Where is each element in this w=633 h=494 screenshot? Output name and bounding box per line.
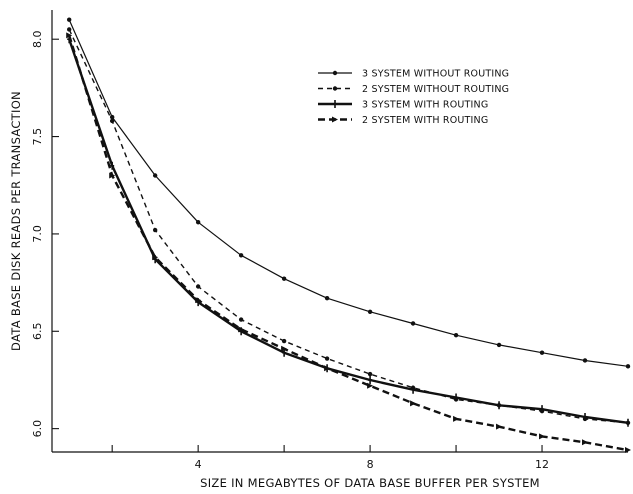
legend-marker <box>332 86 338 91</box>
legend-label: 3 SYSTEM WITH ROUTING <box>362 100 488 111</box>
data-point <box>324 295 330 301</box>
data-point <box>453 415 460 422</box>
data-point <box>539 433 546 440</box>
data-point <box>195 220 201 225</box>
data-point <box>152 173 158 178</box>
data-point <box>238 326 245 333</box>
data-point <box>281 345 288 352</box>
data-point <box>367 382 374 389</box>
y-tick-label: 6.5 <box>31 323 44 341</box>
series-layer <box>66 17 631 454</box>
series-4 <box>66 32 631 454</box>
legend-item: 2 SYSTEM WITHOUT ROUTING <box>318 84 509 95</box>
data-point <box>195 297 202 304</box>
data-point <box>152 227 158 233</box>
data-point <box>66 17 72 22</box>
data-point <box>152 254 159 261</box>
data-point <box>453 332 459 338</box>
x-tick-label: 4 <box>195 458 202 471</box>
y-tick-label: 7.0 <box>31 225 44 243</box>
legend-item: 2 SYSTEM WITH ROUTING <box>318 115 488 126</box>
legend-item: 3 SYSTEM WITHOUT ROUTING <box>318 69 509 80</box>
data-point <box>625 364 631 369</box>
data-point <box>625 447 631 454</box>
axis-ticks: 6.0 6.5 7.0 7.5 8.0 4 8 12 <box>31 30 549 471</box>
series-line <box>68 34 629 452</box>
data-point <box>368 375 373 384</box>
data-point <box>454 393 459 402</box>
data-point <box>582 358 588 363</box>
data-point <box>539 350 545 355</box>
x-axis-title: SIZE IN MEGABYTES OF DATA BASE BUFFER PE… <box>200 476 540 490</box>
data-point <box>540 405 545 414</box>
data-point <box>410 321 416 326</box>
data-point <box>281 276 287 281</box>
data-point <box>238 317 244 322</box>
data-point <box>324 356 330 361</box>
chart-axes <box>51 10 628 453</box>
data-point <box>496 423 503 430</box>
series-line <box>68 19 629 367</box>
data-point <box>110 161 115 170</box>
series-line <box>68 29 629 424</box>
data-point <box>195 284 201 289</box>
data-point <box>109 114 115 120</box>
data-point <box>626 418 630 427</box>
legend-marker <box>332 116 338 123</box>
legend-item: 3 SYSTEM WITH ROUTING <box>318 100 488 111</box>
data-point <box>496 342 502 348</box>
y-axis-title: DATA BASE DISK READS PER TRANSACTION <box>9 91 23 351</box>
data-point <box>238 253 244 258</box>
series-3 <box>67 35 630 427</box>
y-tick-label: 7.5 <box>31 128 44 146</box>
data-point <box>109 172 116 179</box>
data-point <box>109 118 115 124</box>
legend-label: 3 SYSTEM WITHOUT ROUTING <box>362 69 509 80</box>
series-2 <box>66 27 631 425</box>
data-point <box>66 32 73 39</box>
data-point <box>281 338 287 344</box>
legend-label: 2 SYSTEM WITH ROUTING <box>362 115 488 126</box>
data-point <box>367 371 373 377</box>
data-point <box>582 439 589 446</box>
chart-legend: 3 SYSTEM WITHOUT ROUTING 2 SYSTEM WITHOUT… <box>318 69 509 126</box>
legend-label: 2 SYSTEM WITHOUT ROUTING <box>362 84 509 95</box>
data-point <box>324 365 331 372</box>
x-tick-label: 12 <box>535 458 549 471</box>
data-point <box>66 27 72 32</box>
legend-marker <box>332 70 338 76</box>
data-point <box>411 385 416 394</box>
y-tick-label: 8.0 <box>31 30 44 48</box>
series-1 <box>66 17 631 369</box>
data-point <box>583 412 588 421</box>
series-line <box>68 38 629 424</box>
data-point <box>410 400 417 407</box>
x-tick-label: 8 <box>367 458 374 471</box>
y-tick-label: 6.0 <box>31 420 44 438</box>
data-point <box>497 401 502 410</box>
data-point <box>367 309 373 315</box>
legend-marker <box>333 100 337 108</box>
